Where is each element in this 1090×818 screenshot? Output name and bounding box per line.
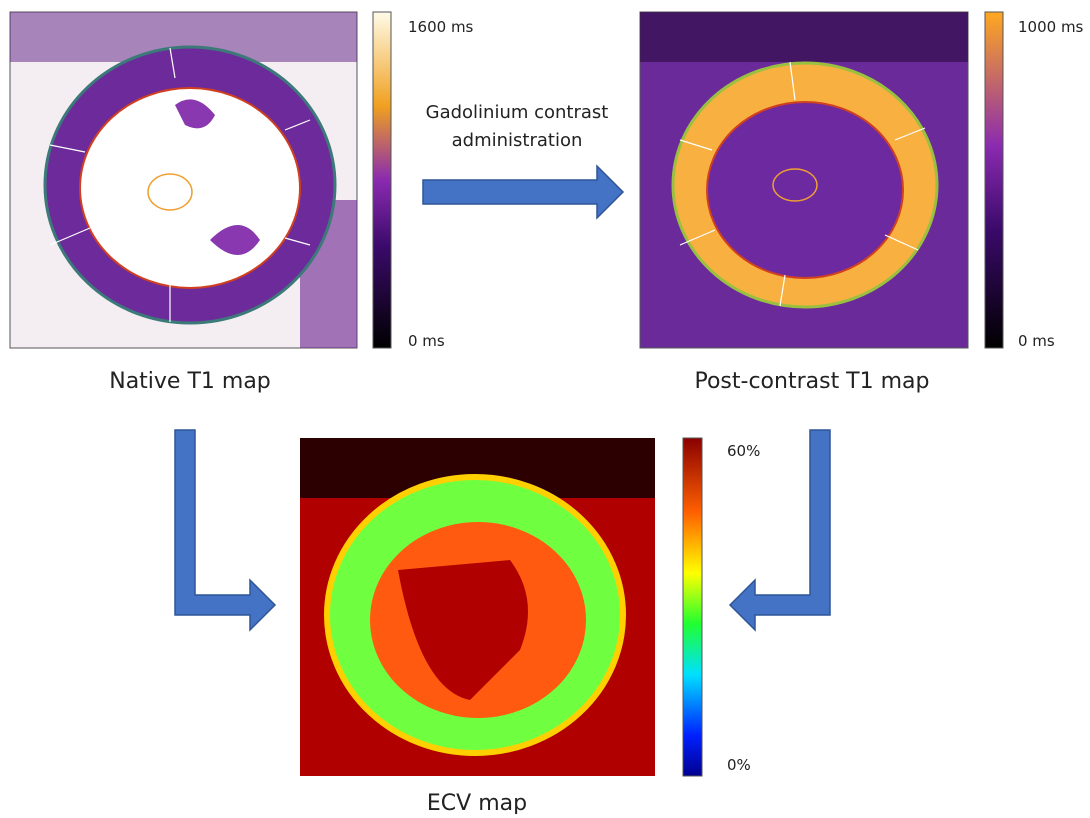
scale-min: 0%	[727, 756, 751, 774]
arrow-label: administration	[452, 130, 583, 151]
arrow-label: Gadolinium contrast	[426, 102, 609, 123]
arrow	[175, 430, 275, 630]
scale-max: 1600 ms	[408, 18, 474, 36]
scale-min: 0 ms	[1018, 332, 1055, 350]
native-t1-image	[10, 12, 357, 348]
colorbar	[985, 12, 1003, 348]
scale-min: 0 ms	[408, 332, 445, 350]
colorbar	[683, 438, 702, 776]
diagram: 1600 ms 0 ms Native T1 map Gadolinium co…	[0, 0, 1090, 814]
arrow	[423, 166, 623, 218]
arrow	[730, 430, 830, 630]
scale-max: 60%	[727, 442, 760, 460]
ecv-image	[300, 438, 655, 776]
panel-caption: ECV map	[427, 791, 527, 814]
panel-caption: Native T1 map	[109, 369, 271, 394]
post-contrast-image	[640, 12, 968, 348]
scale-max: 1000 ms	[1018, 18, 1084, 36]
panel-caption: Post-contrast T1 map	[694, 369, 929, 394]
colorbar	[373, 12, 391, 348]
